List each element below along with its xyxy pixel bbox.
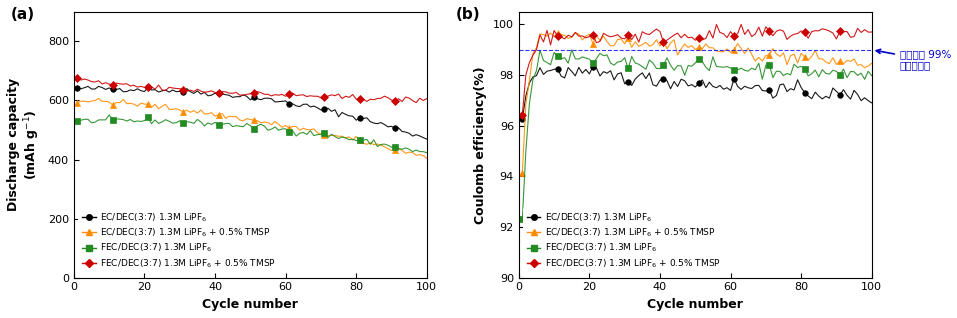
X-axis label: Cycle number: Cycle number bbox=[202, 298, 299, 311]
Legend: EC/DEC(3:7) 1.3M LiPF$_6$, EC/DEC(3:7) 1.3M LiPF$_6$ + 0.5% TMSP, FEC/DEC(3:7) 1: EC/DEC(3:7) 1.3M LiPF$_6$, EC/DEC(3:7) 1… bbox=[78, 208, 279, 273]
Text: 쿵롱효율 99%
가이드라인: 쿵롱효율 99% 가이드라인 bbox=[877, 49, 951, 71]
Legend: EC/DEC(3:7) 1.3M LiPF$_6$, EC/DEC(3:7) 1.3M LiPF$_6$ + 0.5% TMSP, FEC/DEC(3:7) 1: EC/DEC(3:7) 1.3M LiPF$_6$, EC/DEC(3:7) 1… bbox=[523, 208, 724, 273]
Text: (b): (b) bbox=[456, 7, 479, 22]
Y-axis label: Coulomb efficiency(%): Coulomb efficiency(%) bbox=[475, 66, 487, 224]
Y-axis label: Discharge capacity
(mAh g$^{-1}$): Discharge capacity (mAh g$^{-1}$) bbox=[7, 78, 42, 211]
Text: (a): (a) bbox=[11, 7, 34, 22]
X-axis label: Cycle number: Cycle number bbox=[647, 298, 744, 311]
